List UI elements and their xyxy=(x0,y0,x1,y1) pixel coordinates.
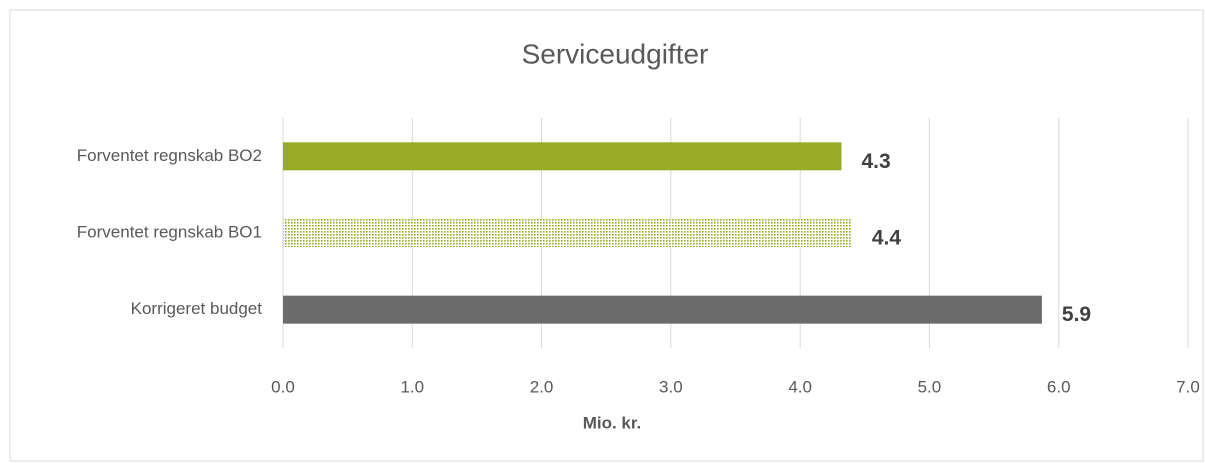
x-tick-label: 4.0 xyxy=(788,377,812,396)
x-tick-label: 2.0 xyxy=(530,377,554,396)
chart-title: Serviceudgifter xyxy=(522,38,709,69)
value-label: 4.4 xyxy=(872,227,902,250)
x-axis-label: Mio. kr. xyxy=(583,413,642,432)
bar xyxy=(283,142,842,171)
x-tick-label: 5.0 xyxy=(918,377,942,396)
x-tick-label: 1.0 xyxy=(400,377,424,396)
value-label: 5.9 xyxy=(1062,303,1091,326)
x-tick-label: 7.0 xyxy=(1176,377,1200,396)
x-tick-label: 6.0 xyxy=(1047,377,1071,396)
value-label: 4.3 xyxy=(862,150,891,173)
y-tick-label: Forventet regnskab BO2 xyxy=(77,146,262,165)
chart-frame xyxy=(9,9,1204,462)
y-tick-label: Forventet regnskab BO1 xyxy=(77,222,262,241)
bar xyxy=(283,219,852,247)
x-tick-label: 0.0 xyxy=(271,377,295,396)
bar xyxy=(283,295,1042,324)
y-tick-label: Korrigeret budget xyxy=(131,299,263,318)
x-tick-label: 3.0 xyxy=(659,377,683,396)
